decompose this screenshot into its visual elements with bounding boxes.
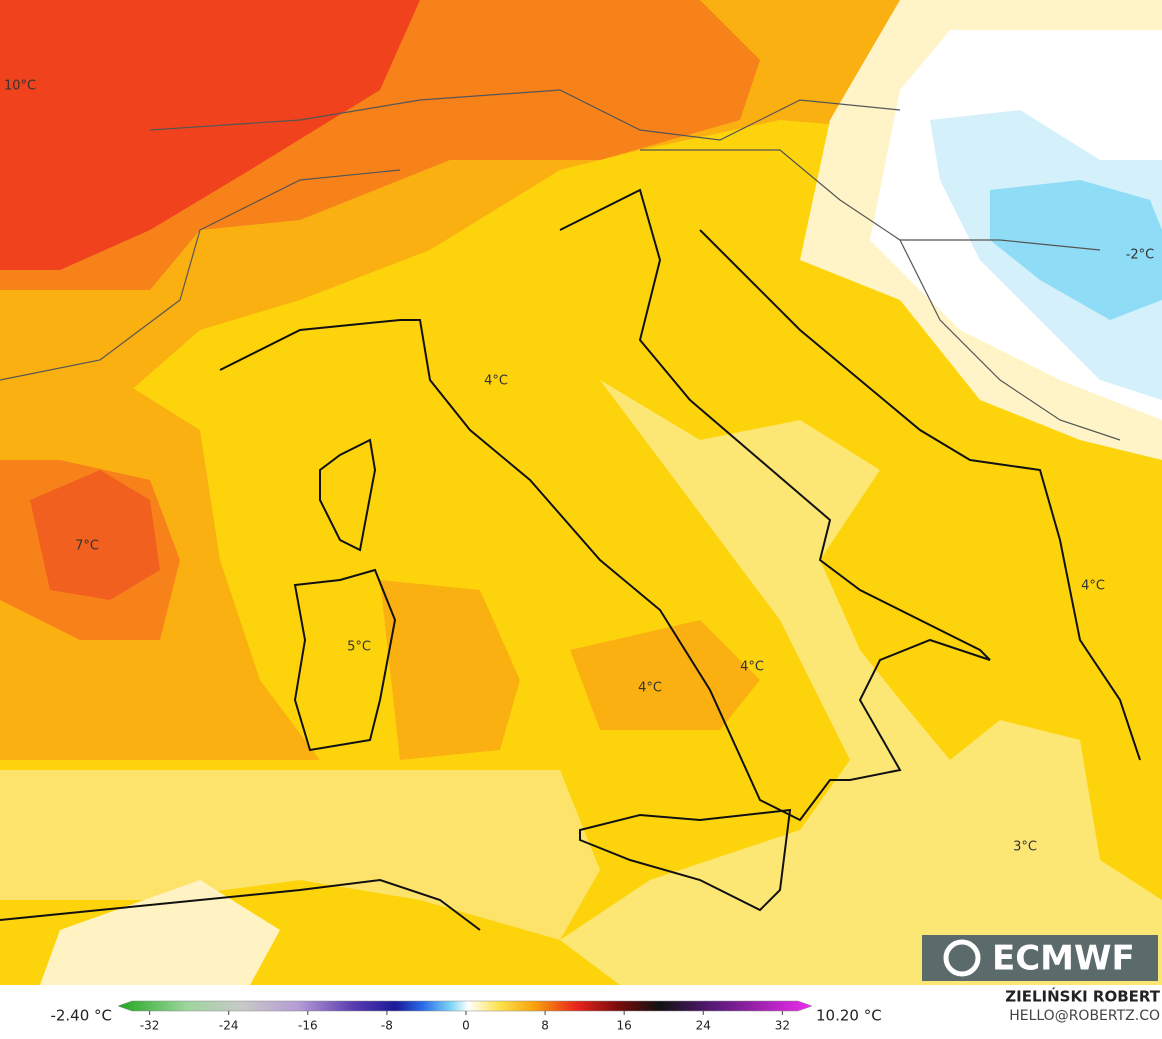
border xyxy=(0,89,1121,441)
region xyxy=(380,580,760,760)
region xyxy=(990,180,1162,320)
map-label: 5°C xyxy=(347,640,371,655)
colorbar-tick-label: 24 xyxy=(696,1019,711,1033)
map-label: -2°C xyxy=(1126,248,1155,263)
coastline xyxy=(0,878,481,931)
map: 10°C -2°C 4°C 7°C 5°C 4°C 4°C 4°C 3°C EC… xyxy=(0,0,1162,985)
colorbar-tick-label: 16 xyxy=(617,1019,632,1033)
map-label: 4°C xyxy=(740,660,764,675)
colorbar-tick-label: -8 xyxy=(381,1019,393,1033)
map-label: 3°C xyxy=(1013,840,1037,855)
coastline xyxy=(319,438,377,552)
coastline xyxy=(293,568,397,752)
colorbar-bar xyxy=(117,1000,813,1012)
colorbar-tick-label: 8 xyxy=(541,1019,549,1033)
map-label: 10°C xyxy=(4,79,36,94)
region xyxy=(0,0,420,270)
credit-email: HELLO@ROBERTZ.CO xyxy=(1009,1008,1160,1024)
colorbar-tick-label: -24 xyxy=(219,1019,239,1033)
colorbar-max: 10.20 °C xyxy=(816,1007,882,1025)
map-label: 7°C xyxy=(75,539,99,554)
colorbar-tick-label: -32 xyxy=(140,1019,160,1033)
colorbar-tick-label: -16 xyxy=(298,1019,318,1033)
colorbar-tick-label: 32 xyxy=(775,1019,790,1033)
region xyxy=(0,770,600,940)
coastline xyxy=(219,188,991,822)
region xyxy=(560,380,1162,985)
logo-icon xyxy=(943,939,981,977)
colorbar-tick-label: 0 xyxy=(462,1019,470,1033)
credit-name: ZIELIŃSKI ROBERT xyxy=(1005,987,1160,1006)
map-label: 4°C xyxy=(484,374,508,389)
colorbar-min: -2.40 °C xyxy=(50,1007,112,1025)
coastline xyxy=(579,808,792,912)
map-label: 4°C xyxy=(638,681,662,696)
coastline xyxy=(699,229,1141,761)
region xyxy=(40,880,280,985)
map-label: 4°C xyxy=(1081,579,1105,594)
region xyxy=(30,470,160,600)
logo-text: ECMWF xyxy=(992,939,1135,979)
colorbar: -2.40 °C 10.20 °C -32 -24 -16 -8 0 8 16 24 32 xyxy=(50,1000,882,1033)
